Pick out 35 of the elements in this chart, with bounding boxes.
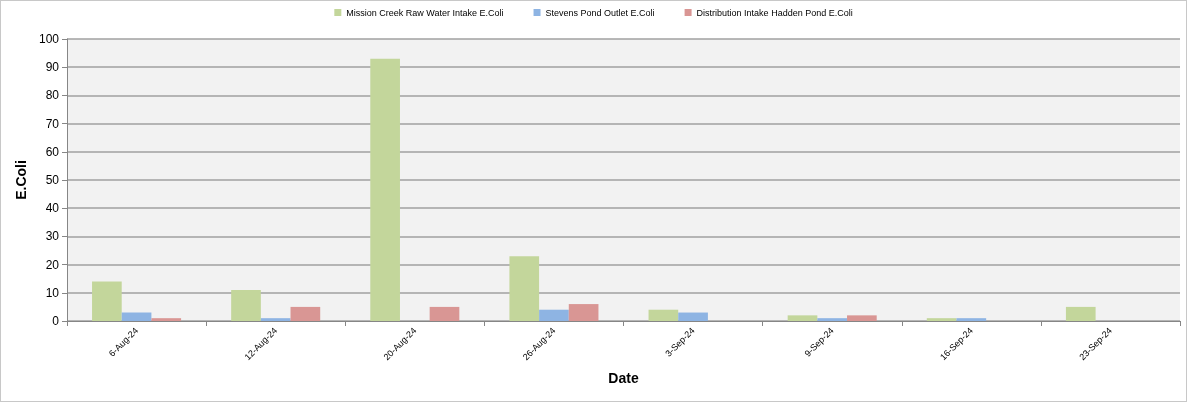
y-tick-label: 80 xyxy=(45,88,60,103)
y-tick-label: 90 xyxy=(45,60,60,75)
bar xyxy=(231,289,261,321)
bar xyxy=(956,318,987,321)
bar xyxy=(92,281,122,321)
bar xyxy=(926,318,957,321)
bar xyxy=(429,306,460,321)
bar xyxy=(568,304,599,321)
bar xyxy=(290,306,321,321)
y-tick-label: 100 xyxy=(38,32,60,46)
bar xyxy=(539,309,569,321)
y-tick-label: 50 xyxy=(45,173,60,187)
y-tick-label: 10 xyxy=(45,285,60,300)
bar xyxy=(817,318,848,321)
y-tick-label: 0 xyxy=(52,314,60,328)
bar xyxy=(678,312,708,321)
bar xyxy=(370,58,400,321)
x-axis-title: Date xyxy=(608,370,639,386)
bar xyxy=(260,318,291,321)
bar xyxy=(1065,306,1096,321)
legend-label: Stevens Pond Outlet E.Coli xyxy=(545,7,655,18)
y-axis-title: E.Coli xyxy=(13,160,30,200)
y-tick-label: 60 xyxy=(45,144,60,159)
bar xyxy=(121,312,152,321)
bar xyxy=(787,315,818,321)
legend-label: Mission Creek Raw Water Intake E.Coli xyxy=(346,7,504,18)
bar xyxy=(151,318,182,321)
y-tick-label: 20 xyxy=(45,257,60,272)
y-tick-label: 30 xyxy=(45,229,60,244)
bar xyxy=(648,309,679,321)
bar xyxy=(847,315,877,321)
legend-label: Distribution Intake Hadden Pond E.Coli xyxy=(696,7,853,18)
y-tick-label: 40 xyxy=(45,201,60,216)
bar xyxy=(509,256,540,321)
y-tick-label: 70 xyxy=(45,116,60,131)
